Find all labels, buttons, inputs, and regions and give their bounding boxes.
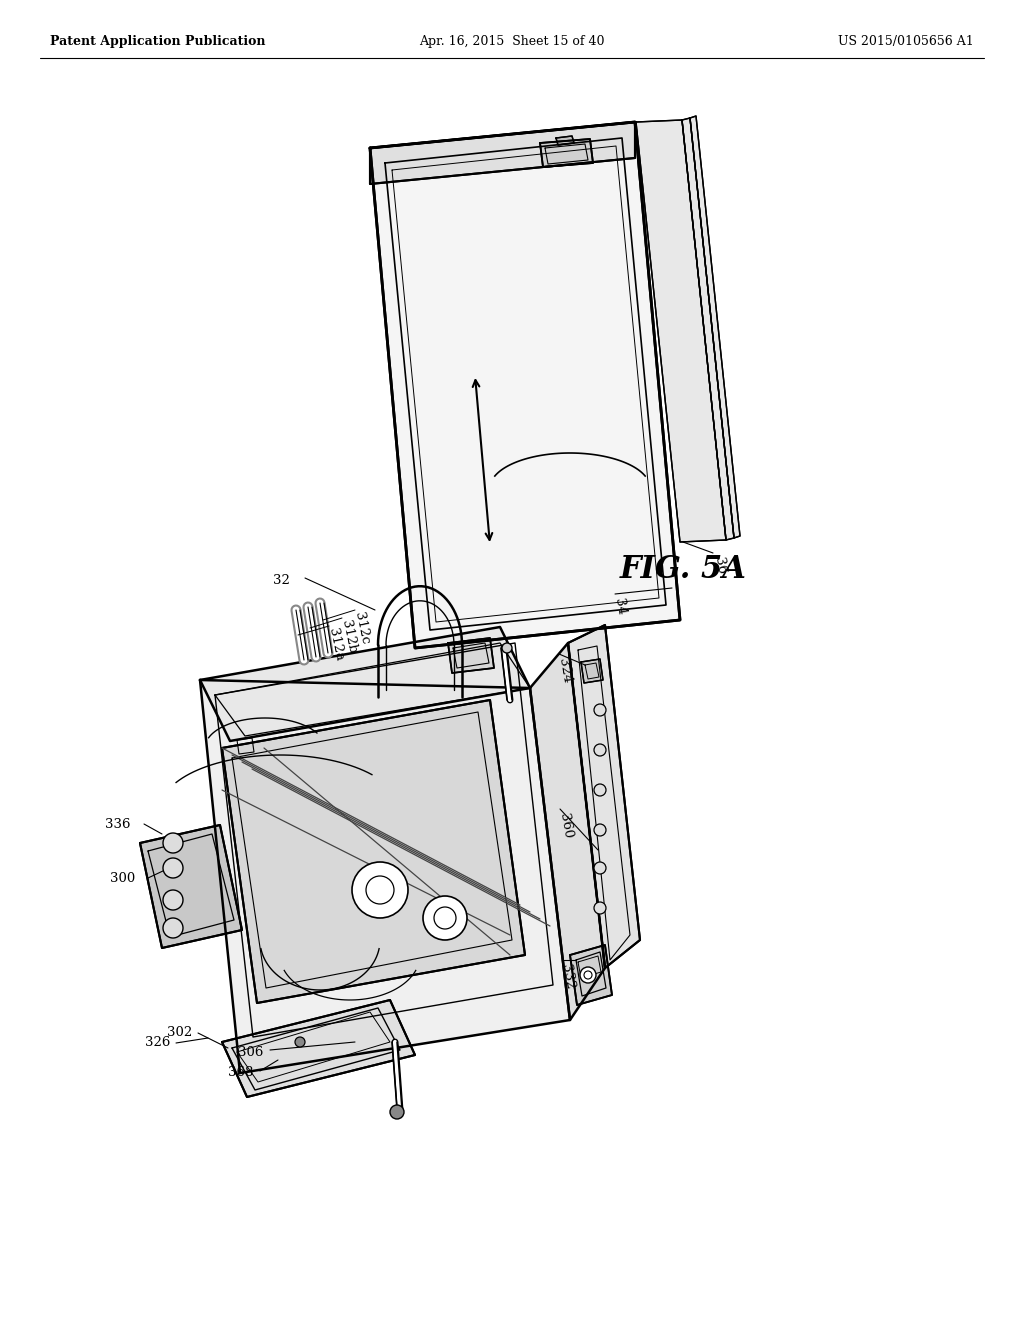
Polygon shape (200, 627, 530, 741)
Text: 300: 300 (110, 871, 135, 884)
Polygon shape (581, 659, 603, 682)
Circle shape (163, 890, 183, 909)
Text: 336: 336 (104, 817, 130, 830)
Text: 312b: 312b (339, 619, 358, 655)
Polygon shape (222, 1001, 415, 1097)
Text: Apr. 16, 2015  Sheet 15 of 40: Apr. 16, 2015 Sheet 15 of 40 (419, 36, 605, 49)
Circle shape (423, 896, 467, 940)
Circle shape (580, 968, 596, 983)
Polygon shape (570, 945, 612, 1005)
Polygon shape (636, 120, 726, 543)
Circle shape (594, 902, 606, 913)
Text: 32: 32 (273, 573, 290, 586)
Text: 302: 302 (167, 1027, 193, 1040)
Polygon shape (200, 680, 570, 1073)
Text: 306: 306 (238, 1047, 263, 1060)
Polygon shape (690, 116, 740, 539)
Circle shape (584, 972, 592, 979)
Polygon shape (540, 139, 593, 168)
Text: 368: 368 (227, 1067, 253, 1080)
Polygon shape (449, 638, 494, 673)
Text: 312c: 312c (351, 611, 371, 645)
Circle shape (390, 1105, 404, 1119)
Circle shape (295, 1038, 305, 1047)
Text: 34: 34 (611, 597, 628, 615)
Text: 326: 326 (144, 1036, 170, 1049)
Text: US 2015/0105656 A1: US 2015/0105656 A1 (839, 36, 974, 49)
Circle shape (163, 833, 183, 853)
Circle shape (594, 744, 606, 756)
Circle shape (502, 643, 512, 653)
Text: Patent Application Publication: Patent Application Publication (50, 36, 265, 49)
Text: 324: 324 (556, 657, 572, 684)
Circle shape (366, 876, 394, 904)
Circle shape (594, 824, 606, 836)
Circle shape (163, 917, 183, 939)
Circle shape (594, 704, 606, 715)
Polygon shape (222, 700, 525, 1003)
Polygon shape (556, 136, 574, 145)
Polygon shape (370, 121, 635, 183)
Circle shape (163, 858, 183, 878)
Text: 36: 36 (712, 556, 727, 576)
Circle shape (594, 784, 606, 796)
Circle shape (594, 862, 606, 874)
Polygon shape (140, 825, 242, 948)
Polygon shape (370, 121, 680, 648)
Circle shape (434, 907, 456, 929)
Text: 332: 332 (559, 962, 575, 990)
Polygon shape (530, 643, 605, 1020)
Text: 360: 360 (557, 812, 573, 840)
Circle shape (352, 862, 408, 917)
Polygon shape (568, 624, 640, 968)
Text: 312a: 312a (326, 627, 345, 661)
Text: FIG. 5A: FIG. 5A (620, 554, 746, 586)
Polygon shape (682, 117, 734, 540)
